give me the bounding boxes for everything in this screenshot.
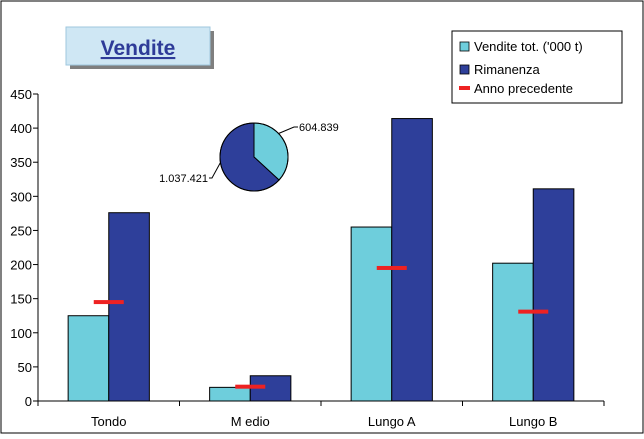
x-tick-label: Tondo <box>91 414 126 429</box>
pie-label: 604.839 <box>299 122 339 134</box>
y-tick-label: 400 <box>10 121 32 136</box>
marker-anno-precedente <box>94 300 124 304</box>
legend-label-rimanenza: Rimanenza <box>474 62 541 77</box>
y-tick-label: 250 <box>10 223 32 238</box>
y-tick-label: 0 <box>25 394 32 409</box>
x-tick-label: M edio <box>231 414 270 429</box>
y-tick-label: 50 <box>18 360 32 375</box>
legend-label-anno-precedente: Anno precedente <box>474 81 573 96</box>
marker-anno-precedente <box>377 266 407 270</box>
legend-label-vendite: Vendite tot. ('000 t) <box>474 39 583 54</box>
bar-rimanenza <box>392 119 433 401</box>
x-tick-label: Lungo B <box>509 414 557 429</box>
legend-swatch-vendite <box>460 42 469 51</box>
marker-anno-precedente <box>518 310 548 314</box>
y-tick-label: 150 <box>10 292 32 307</box>
bar-vendite <box>351 227 392 401</box>
chart-title: Vendite <box>101 37 176 60</box>
bar-rimanenza <box>533 189 574 401</box>
y-tick-label: 300 <box>10 189 32 204</box>
y-tick-label: 200 <box>10 258 32 273</box>
bar-vendite <box>210 387 251 401</box>
legend-swatch-anno-precedente <box>459 86 470 90</box>
pie-label: 1.037.421 <box>159 173 208 185</box>
y-tick-label: 450 <box>10 87 32 102</box>
legend-swatch-rimanenza <box>460 65 469 74</box>
bar-vendite <box>68 316 109 401</box>
x-tick-label: Lungo A <box>368 414 416 429</box>
y-tick-label: 350 <box>10 155 32 170</box>
y-tick-label: 100 <box>10 326 32 341</box>
marker-anno-precedente <box>235 385 265 389</box>
bar-vendite <box>493 263 534 401</box>
bar-rimanenza <box>109 213 150 401</box>
